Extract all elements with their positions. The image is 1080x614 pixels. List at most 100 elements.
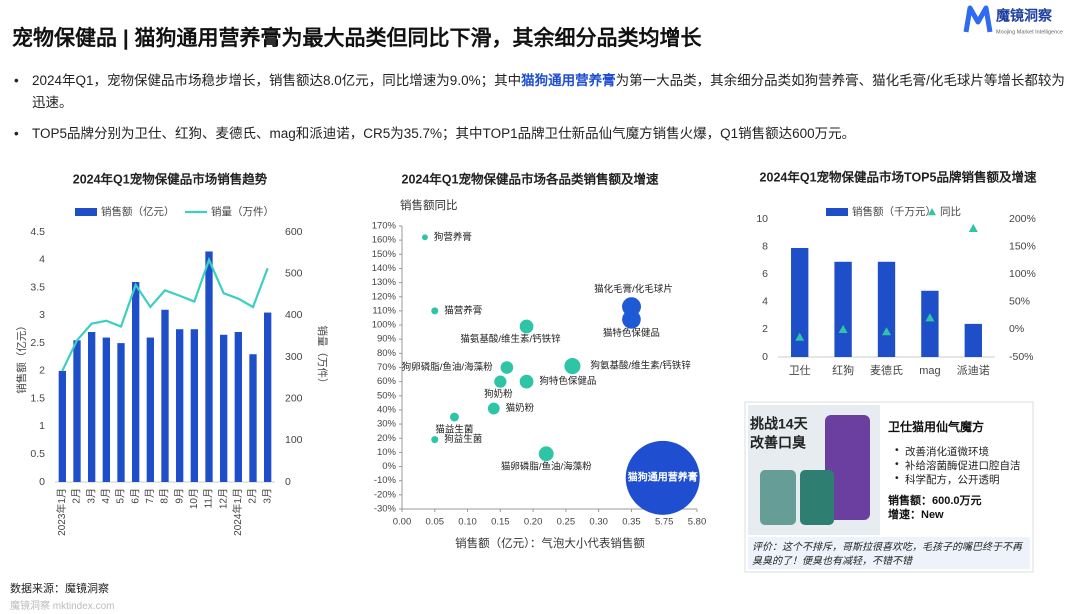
bubble-label: 猫氨基酸/维生素/钙铁锌 [460,333,561,345]
x-tick-label: 3月 [261,488,273,504]
y-tick-label: 100% [372,320,397,331]
bubble [564,358,581,375]
logo-sub: Moojing Market Intelligence [996,29,1063,35]
x-tick-label: 9月 [173,488,185,504]
legend-swatch [928,208,936,216]
y-tick-label: 0.5 [30,448,45,460]
x-tick-label: 红狗 [832,364,854,377]
y-tick-label: 8 [762,240,768,252]
y-tick-label: 90% [377,334,397,345]
y-tick-label: 2 [39,365,45,377]
bar [73,340,81,482]
y-tick-label: -20% [374,489,397,500]
bubble [494,375,507,388]
y-tick-label: 2 [762,323,768,335]
logo-mark [963,5,993,33]
bar [161,309,169,482]
review-box [748,537,1030,569]
review: 评价：这个不排斥，哥斯拉很喜欢吃，毛孩子的嘴巴终于不再臭臭的了！便臭也有减轻，不… [752,542,1022,567]
product-bottle [800,470,834,525]
line [61,256,269,372]
bubble-label: 狗卵磷脂/鱼油/海藻粉 [402,361,493,373]
bubble-label: 狗奶粉 [484,388,513,400]
y-tick-label: 150% [372,249,397,260]
product-bottle [825,415,870,520]
watermark: 魔镜洞察 mktindex.com [10,601,115,612]
feature: 科学配方，公开透明 [895,472,1000,487]
y2-tick-label: 200% [1009,213,1036,225]
chart-title: 2024年Q1宠物保健品市场销售趋势 [73,171,268,186]
y-tick-label: 30% [377,419,397,430]
y-tick-label: 0 [762,351,768,363]
bubble-label: 狗特色保健品 [539,375,596,387]
bar [190,329,198,482]
legend-label: 销售额（千万元） [852,205,936,218]
y-tick-label: -10% [374,475,397,486]
bubble-label: 猫化毛膏/化毛球片 [594,283,673,295]
legend-label: 同比 [940,205,961,218]
x-tick-label: mag [919,365,940,377]
x-tick-label: 11月 [203,488,215,508]
bar [102,337,110,482]
y-tick-label: 20% [377,433,397,444]
y-tick-label: 50% [377,390,397,401]
x-axis-title: 销售额（亿元）：气泡大小代表销售额 [455,536,645,550]
y-tick-label: 40% [377,404,397,415]
bubble [625,440,700,515]
chart-title: 2024年Q1宠物保健品市场各品类销售额及增速 [402,171,659,186]
y2-tick-label: 100 [285,434,303,446]
x-tick-label: 2023年1月 [55,488,68,536]
y2-tick-label: 0% [1009,323,1024,335]
x-tick-label: 10月 [188,488,200,509]
y-tick-label: 110% [372,305,396,316]
logo: 魔镜洞察 Moojing Market Intelligence [963,5,1063,35]
marker [838,324,848,333]
bubble [449,412,459,422]
bullet: 2024年Q1，宠物保健品市场稳步增长，销售额达8.0亿元，同比增速为9.0%；… [14,70,1072,114]
bar [176,329,184,482]
y-axis-title: 销售额同比 [400,198,458,212]
y-tick-label: 60% [377,376,397,387]
product-bottle [760,470,796,525]
y-tick-label: 6 [762,268,768,280]
y-axis-title: 销售额（亿元） [15,320,28,394]
bubble [431,436,439,444]
y2-tick-label: 500 [285,267,303,279]
bullet: TOP5品牌分别为卫仕、红狗、麦德氏、mag和派迪诺，CR5为35.7%；其中T… [14,123,1072,145]
y-tick-label: 4 [39,254,45,266]
bubble-label: 猫卵磷脂/鱼油/海藻粉 [501,460,592,472]
x-tick-label: 3月 [85,488,97,504]
y-tick-label: 4.5 [30,226,45,238]
source: 数据来源：魔镜洞察 [10,583,109,595]
x-tick-label: 0.35 [622,517,641,528]
chart-title: 2024年Q1宠物保健品市场TOP5品牌销售额及增速 [760,169,1037,184]
x-tick-label: 0.15 [491,517,510,528]
product-sales: 销售额：600.0万元 [888,495,982,507]
bubble [519,374,534,389]
bubble-label: 猫狗通用营养膏 [628,471,698,484]
x-tick-label: 7月 [144,488,156,504]
y2-tick-label: 400 [285,309,303,321]
legend-label: 销售额（亿元） [101,205,175,218]
x-tick-label: 2024年1月 [231,488,244,536]
bar [964,323,982,357]
y-tick-label: 170% [372,221,397,232]
bullet-text: TOP5品牌分别为卫仕、红狗、麦德氏、mag和派迪诺，CR5为35.7%；其中T… [32,126,856,141]
bubble-label: 猫营养膏 [444,304,482,316]
x-tick-label: 麦德氏 [870,363,903,377]
bar [220,334,228,482]
feature: 改善消化道微环境 [895,444,989,459]
y-tick-label: 140% [372,263,397,274]
x-tick-label: 0.00 [393,517,412,528]
image-text: 改善口臭 [750,435,807,451]
bubble-label: 猫益生菌 [435,424,473,436]
y2-tick-label: 600 [285,226,303,238]
y2-tick-label: 300 [285,351,303,363]
marker [882,327,891,336]
bar [58,370,66,482]
y-tick-label: 10% [377,447,397,458]
bubble [500,361,514,374]
x-tick-label: 0.05 [426,517,445,528]
